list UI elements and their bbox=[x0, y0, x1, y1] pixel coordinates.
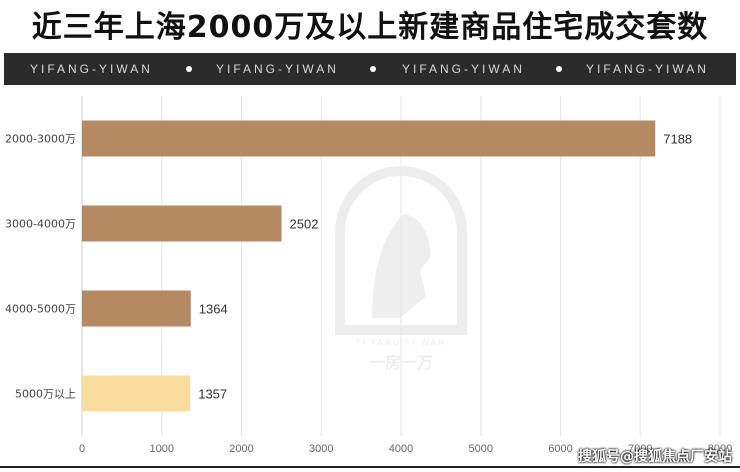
banner-dot-icon bbox=[186, 66, 192, 72]
x-tick-label: 3000 bbox=[309, 443, 333, 455]
data-label: 2502 bbox=[290, 217, 319, 232]
banner-dot-icon bbox=[556, 66, 562, 72]
category-label: 4000-5000万 bbox=[5, 303, 76, 316]
category-label: 3000-4000万 bbox=[5, 218, 76, 231]
chart-title: 近三年上海2000万及以上新建商品住宅成交套数 bbox=[31, 10, 709, 45]
brand-banner: YIFANG-YIWAN YIFANG-YIWAN YIFANG-YIWAN Y… bbox=[4, 53, 736, 85]
watermark-arch-icon bbox=[335, 166, 467, 335]
x-tick-label: 0 bbox=[79, 443, 85, 455]
watermark-arc-text: YI FANG YI WAN bbox=[355, 338, 447, 347]
x-tick-label: 2000 bbox=[229, 443, 253, 455]
data-label: 7188 bbox=[663, 132, 692, 147]
banner-text-4: YIFANG-YIWAN bbox=[586, 62, 709, 76]
bar bbox=[82, 205, 282, 242]
bar bbox=[82, 290, 191, 327]
category-labels: 7188 2000-3000万 2502 3000-4000万 1364 4000-500… bbox=[5, 132, 692, 402]
banner-text-2: YIFANG-YIWAN bbox=[216, 62, 339, 76]
source-credit: 搜狐号@搜狐焦点厂安站 bbox=[578, 449, 732, 465]
banner-dot-icon bbox=[370, 66, 376, 72]
bar bbox=[82, 120, 656, 157]
bar bbox=[82, 375, 191, 412]
category-label: 5000万以上 bbox=[15, 388, 76, 401]
x-tick-label: 1000 bbox=[150, 443, 174, 455]
x-axis-ticks: 0 1000 2000 3000 4000 5000 6000 7000 8000 bbox=[79, 443, 732, 455]
bars bbox=[82, 120, 656, 412]
x-tick-label: 8000 bbox=[708, 443, 732, 455]
x-tick-label: 5000 bbox=[469, 443, 493, 455]
banner-text-1: YIFANG-YIWAN bbox=[30, 62, 153, 76]
data-label: 1357 bbox=[198, 387, 227, 402]
x-tick-label: 6000 bbox=[548, 443, 572, 455]
x-tick-label: 7000 bbox=[628, 443, 652, 455]
data-label: 1364 bbox=[199, 302, 228, 317]
footer-rule bbox=[0, 466, 740, 468]
x-tick-label: 4000 bbox=[389, 443, 413, 455]
category-label: 2000-3000万 bbox=[5, 133, 76, 146]
banner-text-3: YIFANG-YIWAN bbox=[402, 62, 525, 76]
